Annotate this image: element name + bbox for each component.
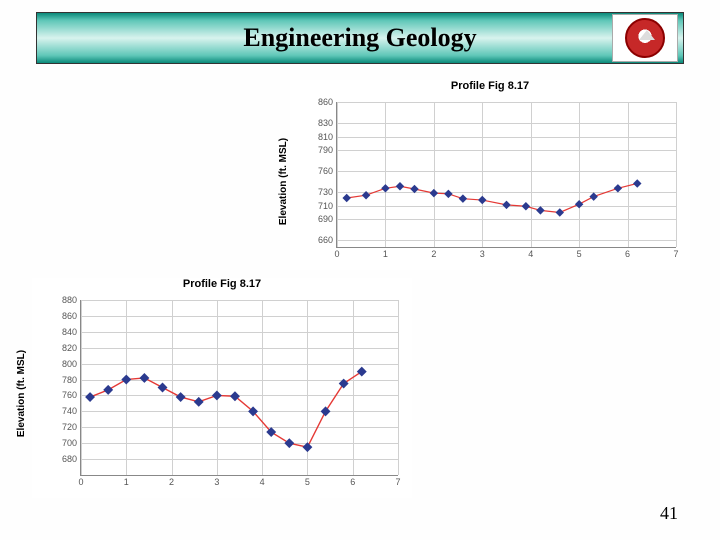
xtick-label: 1	[383, 247, 388, 259]
ytick-label: 690	[318, 214, 337, 224]
ytick-label: 740	[62, 406, 81, 416]
data-point	[478, 196, 486, 204]
data-point	[212, 391, 222, 401]
ytick-label: 700	[62, 438, 81, 448]
data-point	[302, 442, 312, 452]
xtick-label: 7	[673, 247, 678, 259]
plot-area: 66069071073076079081083086001234567	[336, 102, 676, 248]
ytick-label: 680	[62, 454, 81, 464]
ytick-label: 720	[62, 422, 81, 432]
xtick-label: 4	[528, 247, 533, 259]
ytick-label: 820	[62, 343, 81, 353]
elevation-profile-chart-top: Profile Fig 8.17 Elevation (ft. MSL) 660…	[290, 80, 690, 270]
ytick-label: 660	[318, 235, 337, 245]
data-point	[556, 208, 564, 216]
data-point	[589, 192, 597, 200]
data-point	[575, 200, 583, 208]
data-series	[337, 102, 676, 247]
data-point	[396, 182, 404, 190]
data-point	[158, 383, 168, 393]
y-axis-label: Elevation (ft. MSL)	[278, 138, 289, 225]
elevation-profile-chart-bottom: Profile Fig 8.17 Elevation (ft. MSL) 680…	[32, 278, 412, 498]
data-point	[633, 179, 641, 187]
ytick-label: 790	[318, 145, 337, 155]
data-point	[176, 392, 186, 402]
xtick-label: 3	[214, 475, 219, 487]
page-number: 41	[660, 503, 678, 524]
page-title: Engineering Geology	[243, 23, 476, 53]
logo	[612, 14, 678, 62]
ytick-label: 860	[62, 311, 81, 321]
title-band: Engineering Geology	[36, 12, 684, 64]
data-point	[502, 201, 510, 209]
data-point	[342, 194, 350, 202]
xtick-label: 3	[480, 247, 485, 259]
data-point	[381, 184, 389, 192]
data-point	[85, 392, 95, 402]
ytick-label: 780	[62, 375, 81, 385]
ytick-label: 860	[318, 97, 337, 107]
data-point	[430, 189, 438, 197]
xtick-label: 6	[625, 247, 630, 259]
ytick-label: 810	[318, 132, 337, 142]
ytick-label: 760	[62, 390, 81, 400]
data-point	[522, 202, 530, 210]
data-point	[194, 397, 204, 407]
xtick-label: 6	[350, 475, 355, 487]
ytick-label: 830	[318, 118, 337, 128]
data-point	[614, 184, 622, 192]
ytick-label: 880	[62, 295, 81, 305]
chart-title: Profile Fig 8.17	[32, 278, 412, 290]
xtick-label: 2	[431, 247, 436, 259]
gridline-v	[676, 102, 677, 247]
xtick-label: 4	[260, 475, 265, 487]
data-point	[339, 379, 349, 389]
ytick-label: 710	[318, 201, 337, 211]
series-line	[90, 372, 362, 448]
data-point	[536, 206, 544, 214]
xtick-label: 5	[577, 247, 582, 259]
data-point	[357, 367, 367, 377]
data-point	[362, 191, 370, 199]
xtick-label: 1	[124, 475, 129, 487]
xtick-label: 0	[78, 475, 83, 487]
data-series	[81, 300, 398, 475]
xtick-label: 2	[169, 475, 174, 487]
gridline-v	[398, 300, 399, 475]
ytick-label: 800	[62, 359, 81, 369]
data-point	[284, 438, 294, 448]
data-point	[444, 190, 452, 198]
ytick-label: 760	[318, 166, 337, 176]
data-point	[139, 373, 149, 383]
xtick-label: 7	[395, 475, 400, 487]
plot-area: 6807007207407607808008208408608800123456…	[80, 300, 398, 476]
xtick-label: 0	[334, 247, 339, 259]
data-point	[321, 406, 331, 416]
xtick-label: 5	[305, 475, 310, 487]
chart-title: Profile Fig 8.17	[290, 80, 690, 92]
ytick-label: 730	[318, 187, 337, 197]
data-point	[121, 375, 131, 385]
logo-icon	[625, 18, 665, 58]
data-point	[459, 194, 467, 202]
y-axis-label: Elevation (ft. MSL)	[16, 350, 27, 437]
ytick-label: 840	[62, 327, 81, 337]
data-point	[410, 185, 418, 193]
data-point	[103, 385, 113, 395]
